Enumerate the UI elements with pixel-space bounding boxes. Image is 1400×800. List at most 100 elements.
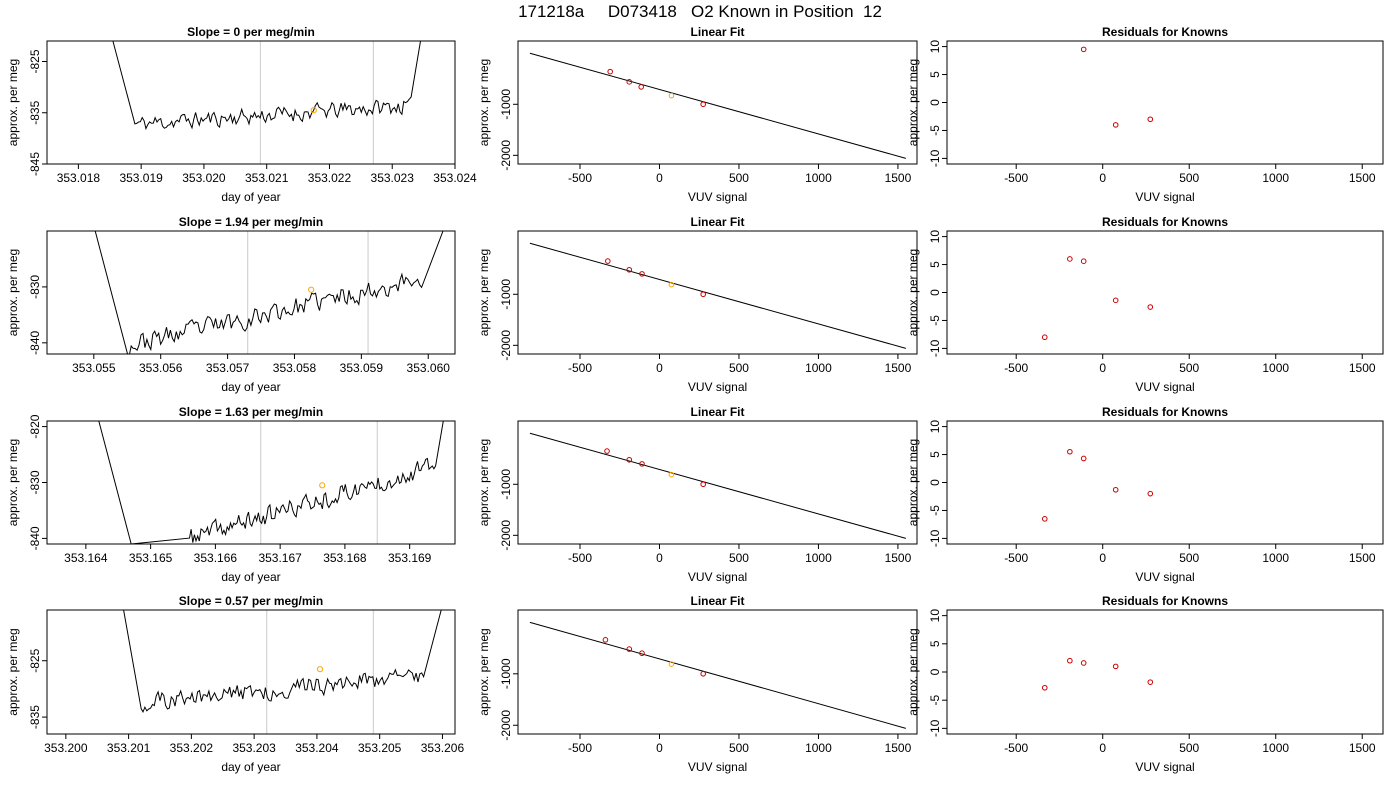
- data-point: [1147, 490, 1154, 497]
- plot-frame: [517, 609, 918, 735]
- x-tick-label: 353.018: [57, 171, 101, 185]
- panel-title: Linear Fit: [690, 405, 744, 419]
- x-tick-label: 500: [729, 551, 749, 565]
- data-point: [604, 448, 610, 454]
- panel-title: Residuals for Knowns: [1102, 594, 1228, 608]
- x-tick-label: -500: [1004, 361, 1028, 375]
- x-axis-label: VUV signal: [1135, 380, 1194, 394]
- plot-frame: [517, 40, 918, 165]
- x-tick-label: 0: [656, 551, 663, 565]
- data-point: [1041, 684, 1048, 691]
- x-axis-label: VUV signal: [688, 760, 747, 774]
- y-axis-label: approx. per meg: [477, 628, 491, 715]
- data-trace: [94, 231, 444, 354]
- x-tick-label: 500: [1179, 741, 1199, 755]
- y-tick-label: -845: [28, 152, 42, 176]
- y-tick-label: -5: [928, 125, 942, 136]
- mean-marker: [319, 482, 326, 489]
- data-point: [1067, 657, 1073, 664]
- plot-area: [123, 610, 442, 734]
- y-axis-label: approx. per meg: [906, 439, 920, 526]
- x-tick-label: 353.165: [129, 551, 173, 565]
- x-tick-label: -500: [568, 551, 592, 565]
- y-tick-label: 5: [928, 451, 942, 458]
- y-tick-label: 0: [928, 668, 942, 675]
- x-axis-label: day of year: [221, 570, 280, 584]
- x-tick-label: 353.019: [119, 171, 163, 185]
- mean-marker: [310, 107, 317, 114]
- y-tick-label: 5: [928, 261, 942, 268]
- panel-title: Residuals for Knowns: [1102, 405, 1228, 419]
- plot-frame: [517, 420, 918, 545]
- x-tick-label: 353.204: [295, 741, 339, 755]
- data-point: [639, 650, 645, 657]
- data-point: [626, 456, 633, 463]
- data-point: [1147, 679, 1154, 685]
- x-tick-label: 353.166: [194, 551, 238, 565]
- data-point: [668, 281, 675, 288]
- panel-r2-c3: Residuals for Knowns -500 0 500 1000 1500 10 5 0…: [906, 215, 1384, 394]
- data-point: [700, 481, 706, 488]
- fit-line: [529, 432, 907, 539]
- plot-area: [529, 52, 907, 159]
- fit-line: [529, 621, 907, 729]
- data-point: [638, 84, 644, 90]
- y-tick-label: -835: [28, 100, 42, 124]
- x-tick-label: -500: [1004, 171, 1028, 185]
- y-tick-label: -2000: [499, 330, 513, 361]
- data-point: [668, 661, 675, 667]
- x-tick-label: -500: [1004, 741, 1028, 755]
- x-tick-label: 500: [729, 741, 749, 755]
- data-point: [700, 101, 706, 108]
- data-point: [1041, 516, 1048, 522]
- y-tick-label: -10: [928, 719, 942, 737]
- panel-title: Residuals for Knowns: [1102, 215, 1228, 229]
- data-point: [605, 258, 611, 264]
- data-trace: [98, 421, 444, 544]
- mean-marker: [308, 286, 315, 293]
- plot-area: [112, 41, 421, 164]
- plot-frame: [946, 230, 1384, 355]
- plot-frame: [946, 609, 1384, 735]
- x-tick-label: 353.057: [206, 361, 250, 375]
- y-axis-label: approx. per meg: [906, 628, 920, 715]
- x-tick-label: 353.164: [64, 551, 108, 565]
- x-tick-label: 0: [1099, 171, 1106, 185]
- y-tick-label: -1000: [499, 89, 513, 120]
- x-axis-label: VUV signal: [688, 190, 747, 204]
- data-point: [1067, 448, 1073, 455]
- x-tick-label: 1000: [805, 361, 832, 375]
- x-tick-label: 353.024: [433, 171, 477, 185]
- panel-title: Residuals for Knowns: [1102, 25, 1228, 39]
- data-point: [626, 266, 633, 273]
- x-tick-label: -500: [568, 361, 592, 375]
- data-point: [602, 637, 609, 643]
- data-point: [639, 461, 645, 467]
- data-trace: [123, 610, 442, 714]
- x-tick-label: 353.169: [388, 551, 432, 565]
- data-point: [626, 79, 633, 85]
- x-tick-label: 353.059: [340, 361, 384, 375]
- x-tick-label: 500: [1179, 361, 1199, 375]
- x-tick-label: 1000: [805, 551, 832, 565]
- y-tick-label: -2000: [499, 710, 513, 741]
- plot-area: [1041, 448, 1154, 522]
- x-axis-label: VUV signal: [688, 380, 747, 394]
- x-axis-label: day of year: [221, 760, 280, 774]
- panel-r1-c3: Residuals for Knowns -500 0 500 1000 1500 10 5 0…: [906, 25, 1384, 204]
- plot-frame: [946, 420, 1384, 545]
- y-tick-label: 10: [928, 420, 942, 434]
- panel-r3-c1: Slope = 1.63 per meg/min 353.164 353.165 35…: [6, 405, 456, 584]
- x-tick-label: 500: [1179, 171, 1199, 185]
- data-point: [1112, 663, 1119, 670]
- y-axis-label: approx. per meg: [477, 59, 491, 146]
- x-tick-label: 353.058: [273, 361, 317, 375]
- data-point: [1080, 455, 1087, 462]
- x-tick-label: 353.167: [258, 551, 302, 565]
- data-point: [1112, 122, 1119, 128]
- plot-frame: [46, 420, 456, 545]
- plot-area: [529, 432, 907, 539]
- x-tick-label: 1000: [1262, 361, 1289, 375]
- x-tick-label: 353.023: [371, 171, 415, 185]
- data-point: [1080, 258, 1087, 264]
